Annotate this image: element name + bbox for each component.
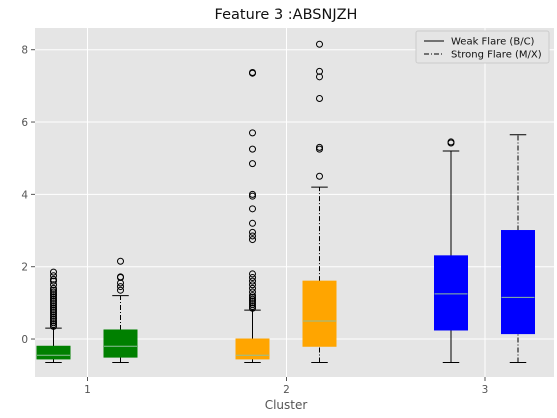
outlier-point	[249, 68, 256, 76]
box-2-weak	[235, 68, 270, 364]
outlier-point	[249, 205, 256, 213]
y-tick-label: 8	[21, 45, 28, 57]
outlier-point	[50, 272, 57, 280]
plot-area	[35, 28, 554, 377]
outlier-point	[50, 312, 57, 320]
outlier-point	[249, 292, 256, 300]
outlier-point	[50, 322, 57, 330]
outlier-point	[249, 304, 256, 312]
y-tick-label: 0	[21, 334, 28, 346]
outlier-point	[50, 281, 57, 289]
outlier-point	[117, 273, 124, 281]
outlier-point	[50, 286, 57, 294]
outlier-point	[249, 192, 256, 200]
box-body	[235, 338, 270, 360]
outlier-point	[117, 283, 124, 291]
outlier-point	[50, 310, 57, 318]
outlier-point	[117, 286, 124, 294]
legend: Weak Flare (B/C) Strong Flare (M/X)	[415, 30, 550, 64]
box-body	[36, 345, 71, 360]
outlier-point	[249, 270, 256, 278]
outlier-point	[316, 95, 323, 103]
outlier-point	[316, 67, 323, 75]
outlier-point	[249, 284, 256, 292]
outlier-point	[249, 288, 256, 296]
outlier-point	[50, 295, 57, 303]
outlier-point	[316, 145, 323, 153]
outlier-point	[50, 304, 57, 312]
outlier-point	[316, 73, 323, 81]
legend-box	[415, 30, 550, 64]
outlier-point	[249, 236, 256, 244]
outlier-point	[50, 306, 57, 314]
outlier-point	[447, 138, 455, 146]
x-axis-ticks: 1 2 3	[84, 377, 488, 396]
outlier-point	[249, 228, 256, 236]
box-1-strong	[103, 257, 138, 364]
outlier-point	[50, 315, 57, 323]
outlier-point	[249, 297, 256, 305]
outlier-point	[50, 293, 57, 301]
outlier-point	[249, 274, 256, 282]
box-3-strong	[501, 134, 535, 364]
outlier-point	[249, 301, 256, 309]
outlier-point	[316, 172, 323, 180]
outlier-point	[249, 277, 256, 285]
outlier-point	[50, 321, 57, 329]
outlier-point	[50, 290, 57, 298]
outlier-point	[117, 257, 124, 265]
x-axis-label: Cluster	[265, 398, 308, 412]
x-tick-label: 2	[283, 384, 290, 396]
outlier-point	[249, 232, 256, 240]
outlier-point	[249, 160, 256, 168]
outlier-point	[50, 313, 57, 321]
box-body	[434, 255, 468, 331]
outlier-point	[249, 145, 256, 153]
outlier-point	[249, 219, 256, 227]
legend-label-weak: Weak Flare (B/C)	[451, 37, 535, 48]
outlier-point	[50, 297, 57, 305]
outlier-point	[50, 317, 57, 325]
box-body	[103, 329, 138, 358]
box-series	[36, 40, 535, 364]
outlier-point	[50, 302, 57, 310]
outlier-point	[249, 281, 256, 289]
box-3-weak	[434, 138, 468, 364]
box-body	[501, 230, 535, 335]
outlier-point	[316, 40, 323, 48]
box-1-weak	[36, 268, 71, 364]
outlier-point	[249, 190, 256, 198]
chart-title: Feature 3 :ABSNJZH	[215, 7, 358, 23]
x-tick-label: 3	[482, 384, 489, 396]
outlier-point	[249, 293, 256, 301]
x-tick-label: 1	[84, 384, 91, 396]
outlier-point	[50, 292, 57, 300]
grid-lines	[35, 28, 554, 377]
outlier-point	[50, 277, 57, 285]
y-axis-ticks: 0 2 4 6 8	[21, 45, 35, 346]
outlier-point	[50, 268, 57, 276]
outlier-point	[249, 299, 256, 307]
outlier-point	[50, 308, 57, 316]
outlier-point	[249, 129, 256, 137]
outlier-point	[50, 301, 57, 309]
outlier-point	[316, 143, 323, 151]
outlier-point	[50, 288, 57, 296]
box-body	[302, 280, 337, 347]
y-tick-label: 6	[21, 117, 28, 129]
outlier-point	[249, 302, 256, 310]
box-2-strong	[302, 40, 337, 364]
outlier-point	[50, 275, 57, 283]
y-tick-label: 2	[21, 262, 28, 274]
outlier-point	[50, 284, 57, 292]
outlier-point	[50, 299, 57, 307]
legend-label-strong: Strong Flare (M/X)	[451, 50, 542, 61]
outlier-point	[249, 295, 256, 303]
outlier-point	[50, 319, 57, 327]
y-tick-label: 4	[21, 189, 28, 201]
